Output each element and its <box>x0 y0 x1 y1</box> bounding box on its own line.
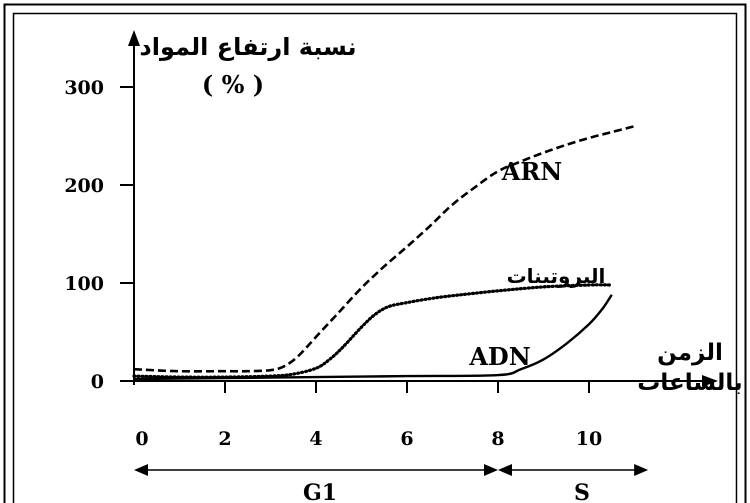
x-axis-title-line2: بالساعات <box>637 370 742 396</box>
tick-labels: 0 100 200 300 0 2 4 6 8 10 <box>64 77 602 450</box>
phase-label-s: S <box>574 480 590 503</box>
series-line-arn <box>133 124 635 373</box>
phase-arrowhead-left-g1 <box>134 464 148 476</box>
frame-inner <box>12 12 738 503</box>
y-tick-label: 0 <box>91 371 104 393</box>
y-axis-title: نسبة ارتفاع المواد <box>139 33 356 61</box>
y-tick-label: 100 <box>64 273 104 295</box>
series-label-adn: ADN <box>468 342 530 371</box>
x-tick-label: 6 <box>400 428 413 450</box>
y-tick-label: 300 <box>64 77 104 99</box>
phase-arrows <box>134 464 649 476</box>
y-axis-unit: ( % ) <box>202 70 264 99</box>
phase-label-g1: G1 <box>303 480 337 503</box>
x-tick-label: 2 <box>218 428 231 450</box>
y-tick-label: 200 <box>64 175 104 197</box>
x-axis-arrowhead <box>702 375 718 387</box>
series-lines <box>132 124 635 381</box>
phase-arrowhead-right-g1 <box>484 464 498 476</box>
x-tick-label: 10 <box>576 428 602 450</box>
x-tick-label: 0 <box>135 428 148 450</box>
x-tick-label: 4 <box>309 428 322 450</box>
y-axis-arrowhead <box>128 30 140 46</box>
phase-arrowhead-left-s <box>498 464 512 476</box>
x-tick-label: 8 <box>491 428 504 450</box>
series-line-adn <box>133 294 613 381</box>
axes <box>120 30 718 393</box>
x-axis-title-line1: الزمن <box>657 340 723 366</box>
series-line-proteins <box>132 283 614 379</box>
series-label-arn: ARN <box>501 157 563 186</box>
phase-arrowhead-right-s <box>634 464 649 476</box>
frame-outer <box>3 3 747 503</box>
